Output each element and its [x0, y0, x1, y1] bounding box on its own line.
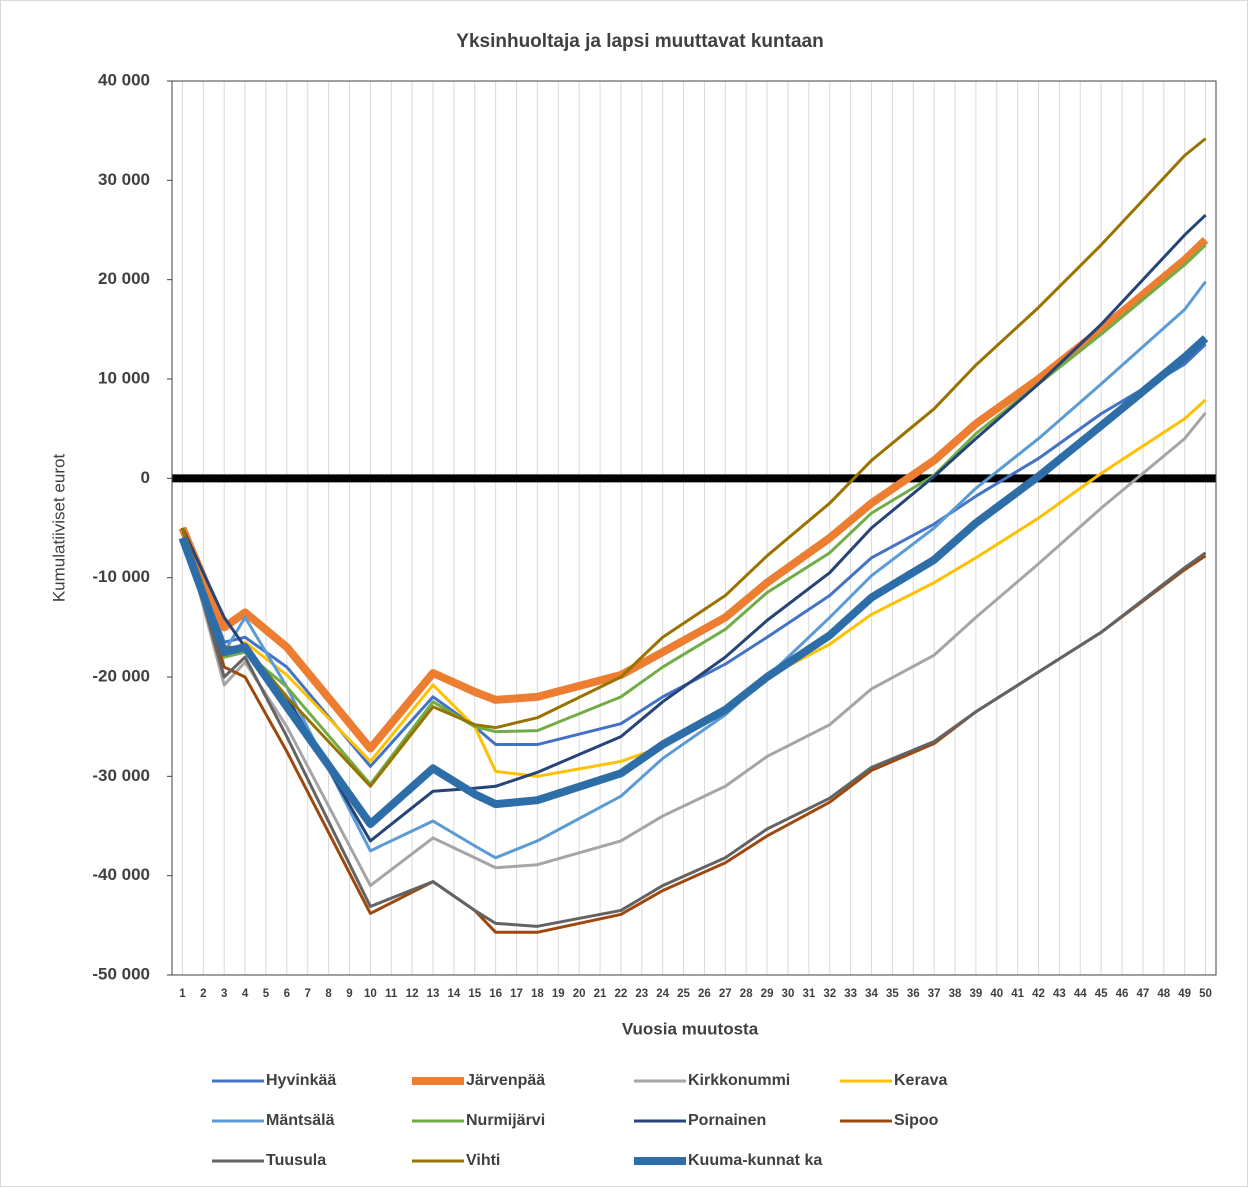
series-line [181, 343, 1207, 768]
x-tick-label: 17 [510, 988, 523, 1000]
grid [167, 80, 1207, 976]
x-tick-label: 13 [427, 988, 440, 1000]
x-tick-label: 37 [928, 988, 941, 1000]
y-axis-label: Kumulatiiviset eurot [49, 454, 68, 603]
legend-label: Kerava [894, 1072, 947, 1089]
x-tick-label: 11 [385, 988, 398, 1000]
x-tick-label: 4 [242, 988, 249, 1000]
x-tick-label: 22 [615, 988, 628, 1000]
series-line [181, 137, 1207, 788]
x-tick-label: 48 [1157, 988, 1170, 1000]
x-tick-label: 6 [284, 988, 290, 1000]
x-axis-label: Vuosia muutosta [622, 1019, 759, 1038]
series-line [178, 237, 1209, 753]
x-tick-label: 8 [325, 988, 332, 1000]
x-tick-label: 18 [531, 988, 544, 1000]
x-tick-label: 31 [802, 988, 815, 1000]
x-tick-label: 34 [865, 988, 878, 1000]
y-tick-label: -30 000 [92, 766, 150, 785]
chart-title: Yksinhuoltaja ja lapsi muuttavat kuntaan [456, 31, 823, 52]
legend-label: Kirkkonummi [688, 1072, 790, 1089]
legend-label: Järvenpää [466, 1072, 545, 1089]
y-tick-label: -50 000 [92, 964, 150, 983]
x-tick-label: 32 [823, 988, 836, 1000]
y-tick-label: 0 [141, 468, 150, 487]
x-tick-label: 30 [782, 988, 795, 1000]
x-tick-label: 20 [573, 988, 586, 1000]
legend-label: Sipoo [894, 1112, 939, 1129]
legend-label: Vihti [466, 1152, 500, 1169]
y-tick-label: 30 000 [98, 170, 150, 189]
legend-label: Tuusula [266, 1152, 326, 1169]
x-tick-label: 50 [1199, 988, 1212, 1000]
x-tick-label: 35 [886, 988, 899, 1000]
y-tick-label: 20 000 [98, 269, 150, 288]
x-tick-label: 7 [305, 988, 311, 1000]
legend-label: Kuuma-kunnat ka [688, 1152, 822, 1169]
plot [172, 137, 1216, 934]
legend-label: Hyvinkää [266, 1072, 336, 1089]
legend-label: Mäntsälä [266, 1112, 335, 1129]
x-tick-label: 38 [949, 988, 962, 1000]
x-tick-label: 40 [990, 988, 1003, 1000]
x-tick-label: 39 [969, 988, 982, 1000]
y-tick-label: -10 000 [92, 567, 150, 586]
x-tick-label: 23 [635, 988, 648, 1000]
x-tick-label: 24 [656, 988, 669, 1000]
series-line [178, 335, 1209, 829]
y-tick-label: 40 000 [98, 70, 150, 89]
x-tick-label: 45 [1095, 988, 1108, 1000]
x-tick-label: 25 [677, 988, 690, 1000]
legend: Hyvinkää Järvenpää Kirkkonummi Kerava Mäntsä… [212, 1072, 947, 1169]
x-tick-label: 42 [1032, 988, 1045, 1000]
x-tick-label: 5 [263, 988, 270, 1000]
x-tick-label: 33 [844, 988, 857, 1000]
x-tick-label: 10 [364, 988, 377, 1000]
x-tick-label: 47 [1137, 988, 1150, 1000]
y-tick-label: -40 000 [92, 865, 150, 884]
x-tick-label: 28 [740, 988, 753, 1000]
y-tick-label: 10 000 [98, 368, 150, 387]
legend-box [197, 1062, 1045, 1180]
plot-frame [171, 80, 1217, 976]
x-tick-label: 14 [447, 988, 460, 1000]
x-tick-label: 49 [1178, 988, 1191, 1000]
x-tick-label: 27 [719, 988, 732, 1000]
y-tick-label: -20 000 [92, 666, 150, 685]
x-tick-label: 41 [1011, 988, 1024, 1000]
x-tick-label: 12 [406, 988, 419, 1000]
x-tick-label: 9 [346, 988, 352, 1000]
legend-label: Pornainen [688, 1112, 766, 1129]
x-tick-label: 44 [1074, 988, 1087, 1000]
legend-label: Nurmijärvi [466, 1112, 545, 1129]
x-tick-label: 1 [179, 988, 186, 1000]
x-tick-label: 19 [552, 988, 565, 1000]
x-tick-label: 36 [907, 988, 920, 1000]
x-tick-label: 15 [468, 988, 481, 1000]
x-tick-label: 3 [221, 988, 227, 1000]
series-line [180, 411, 1207, 888]
x-tick-label: 21 [594, 988, 607, 1000]
x-tick-label: 16 [489, 988, 502, 1000]
x-tick-label: 43 [1053, 988, 1066, 1000]
x-tick-label: 26 [698, 988, 711, 1000]
series-line [180, 527, 1207, 928]
x-tick-label: 46 [1116, 988, 1129, 1000]
x-tick-label: 2 [200, 988, 206, 1000]
x-tick-label: 29 [761, 988, 774, 1000]
